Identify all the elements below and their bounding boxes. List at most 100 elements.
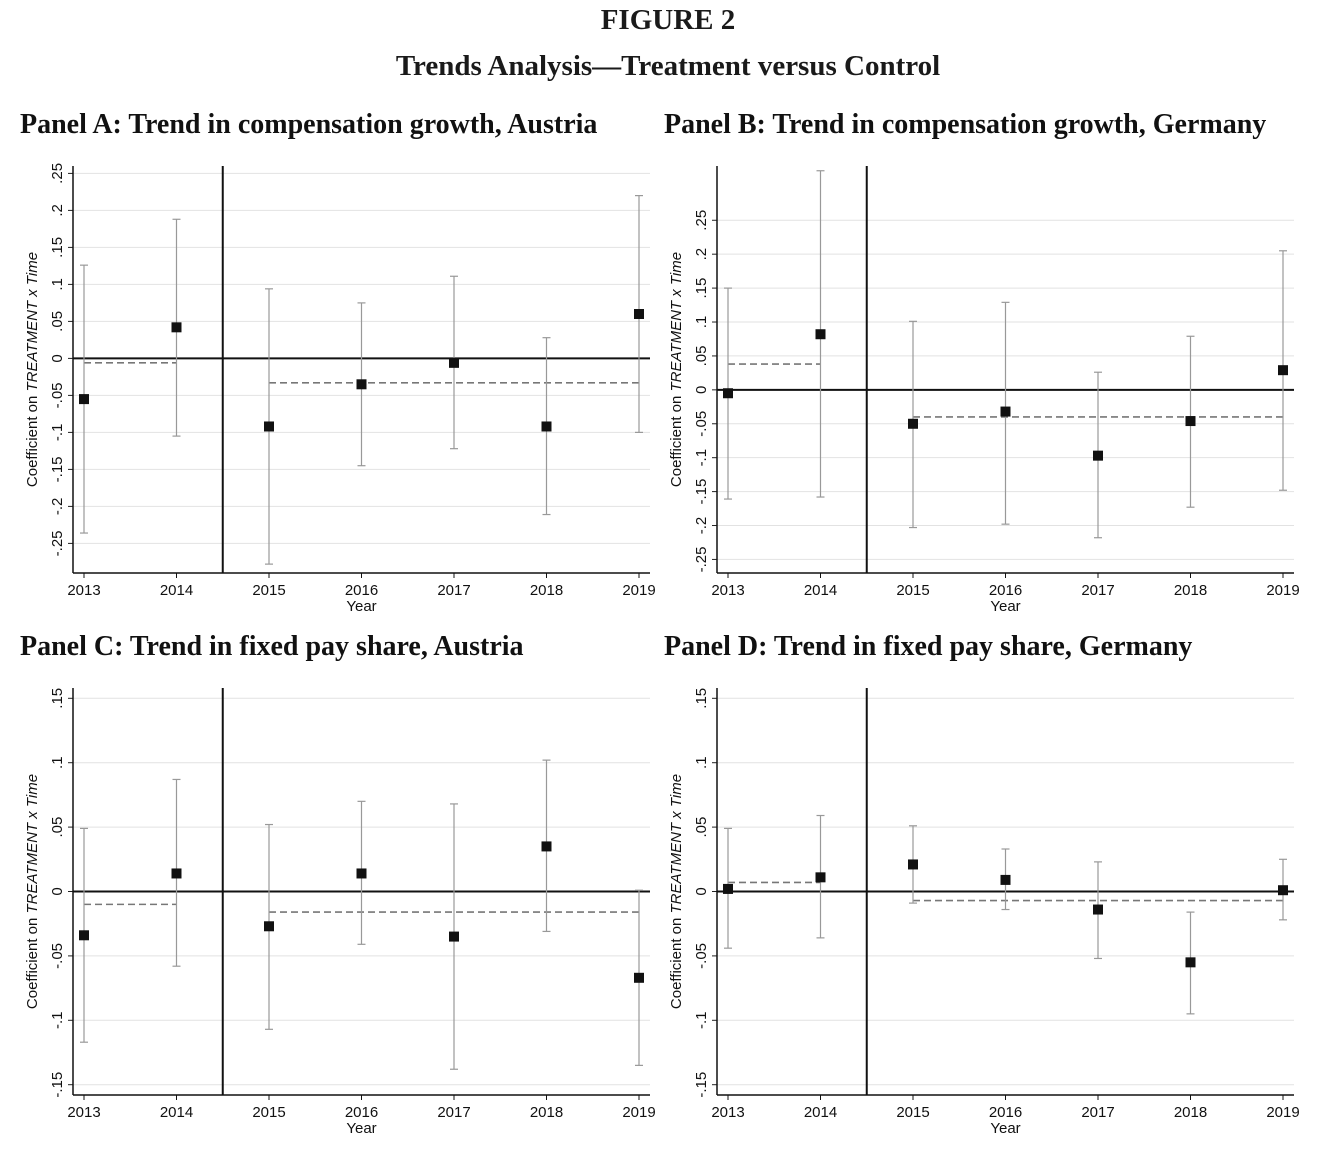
y-axis-label-prefix: Coefficient on <box>668 391 685 487</box>
y-tick-label: .1 <box>693 316 710 329</box>
x-tick-label: 2014 <box>160 582 193 599</box>
point-estimate <box>634 309 644 319</box>
x-tick-label: 2018 <box>1174 582 1207 599</box>
point-estimate <box>1000 874 1011 885</box>
x-tick-label: 2016 <box>345 582 378 599</box>
x-tick-label: 2019 <box>1266 1104 1299 1121</box>
y-tick-label: .25 <box>693 210 710 231</box>
y-axis-label-italic: TREATMENT x Time <box>668 774 685 914</box>
x-axis-label: Year <box>990 1120 1020 1137</box>
y-tick-label: .1 <box>49 278 66 291</box>
y-tick-label: 0 <box>693 386 710 394</box>
panel-d-title: Panel D: Trend in fixed pay share, Germa… <box>664 631 1193 662</box>
y-tick-label: -.1 <box>49 1012 66 1030</box>
y-tick-label: .15 <box>693 278 710 299</box>
x-tick-label: 2016 <box>345 1104 378 1121</box>
point-estimate <box>1093 450 1103 461</box>
panel-a-chart: .25 .2 .15 .1 .05 0 -.05 -.1 -.15 -.2 -.25 2013 2014… <box>24 163 656 615</box>
y-tick-label: -.05 <box>693 411 710 437</box>
point-estimate <box>1185 416 1196 427</box>
point-estimate <box>908 418 918 429</box>
x-tick-label: 2018 <box>530 1104 563 1121</box>
point-estimate <box>171 322 182 333</box>
y-tick-label: -.15 <box>49 456 66 482</box>
y-tick-label: .1 <box>693 756 710 769</box>
y-tick-label: .2 <box>49 204 66 217</box>
y-tick-label: -.2 <box>49 498 66 516</box>
y-axis-label-italic: TREATMENT x Time <box>24 252 41 392</box>
y-tick-label: .2 <box>693 248 710 261</box>
y-tick-label: -.1 <box>693 449 710 467</box>
y-tick-label: .1 <box>49 756 66 769</box>
panel-b-title: Panel B: Trend in compensation growth, G… <box>664 109 1267 140</box>
y-tick-label: -.05 <box>49 943 66 969</box>
point-estimate <box>171 868 182 879</box>
x-tick-label: 2017 <box>1081 1104 1114 1121</box>
y-tick-label: -.15 <box>49 1072 66 1098</box>
point-estimate <box>79 930 89 941</box>
y-axis-label: Coefficient on TREATMENT x Time <box>24 252 41 487</box>
figure-subtitle: Trends Analysis—Treatment versus Control <box>395 50 941 82</box>
x-tick-label: 2016 <box>989 1104 1022 1121</box>
y-tick-label: .05 <box>49 817 66 838</box>
x-axis-label: Year <box>346 1120 376 1137</box>
point-estimate <box>1278 365 1288 376</box>
point-estimate <box>356 379 367 390</box>
x-tick-label: 2019 <box>622 582 655 599</box>
y-tick-label: -.1 <box>49 424 66 442</box>
y-tick-label: .05 <box>693 346 710 367</box>
y-tick-label: 0 <box>49 354 66 362</box>
x-tick-label: 2014 <box>804 582 837 599</box>
y-tick-label: 0 <box>693 887 710 895</box>
y-tick-label: .15 <box>693 688 710 709</box>
y-axis-label: Coefficient on TREATMENT x Time <box>24 774 41 1009</box>
x-tick-label: 2017 <box>437 582 470 599</box>
x-tick-label: 2015 <box>896 1104 929 1121</box>
point-estimate <box>541 841 552 852</box>
y-tick-label: -.25 <box>693 547 710 573</box>
point-estimate <box>79 394 89 405</box>
x-tick-label: 2015 <box>252 582 285 599</box>
y-tick-label: .25 <box>49 163 66 184</box>
x-tick-label: 2019 <box>1266 582 1299 599</box>
x-tick-label: 2018 <box>1174 1104 1207 1121</box>
x-tick-label: 2013 <box>711 1104 744 1121</box>
point-estimate <box>815 329 826 340</box>
y-tick-label: -.1 <box>693 1012 710 1030</box>
x-tick-label: 2017 <box>437 1104 470 1121</box>
y-tick-label: -.15 <box>693 1072 710 1098</box>
point-estimate <box>264 921 274 932</box>
y-axis-label-prefix: Coefficient on <box>668 913 685 1009</box>
point-estimate <box>1278 885 1288 896</box>
figure-number: FIGURE 2 <box>600 4 736 36</box>
y-axis-label: Coefficient on TREATMENT x Time <box>668 252 685 487</box>
point-estimate <box>541 421 552 432</box>
y-tick-label: -.05 <box>49 382 66 408</box>
y-tick-label: 0 <box>49 887 66 895</box>
x-axis-label: Year <box>346 598 376 615</box>
point-estimate <box>356 868 367 879</box>
x-tick-label: 2017 <box>1081 582 1114 599</box>
x-tick-label: 2014 <box>160 1104 193 1121</box>
point-estimate <box>634 972 644 983</box>
y-axis-label-italic: TREATMENT x Time <box>24 774 41 914</box>
point-estimate <box>1093 904 1103 915</box>
point-estimate <box>723 883 733 894</box>
y-tick-label: .05 <box>693 817 710 838</box>
x-tick-label: 2013 <box>67 582 100 599</box>
y-tick-label: -.15 <box>693 479 710 505</box>
x-tick-label: 2015 <box>252 1104 285 1121</box>
x-tick-label: 2018 <box>530 582 563 599</box>
y-axis-label: Coefficient on TREATMENT x Time <box>668 774 685 1009</box>
point-estimate <box>1185 957 1196 968</box>
panel-c-title: Panel C: Trend in fixed pay share, Austr… <box>20 631 524 662</box>
x-axis-label: Year <box>990 598 1020 615</box>
y-tick-label: .15 <box>49 688 66 709</box>
point-estimate <box>1000 406 1011 417</box>
x-tick-label: 2013 <box>67 1104 100 1121</box>
y-tick-label: -.05 <box>693 943 710 969</box>
point-estimate <box>449 931 459 942</box>
y-tick-label: -.2 <box>693 517 710 535</box>
point-estimate <box>264 421 274 432</box>
